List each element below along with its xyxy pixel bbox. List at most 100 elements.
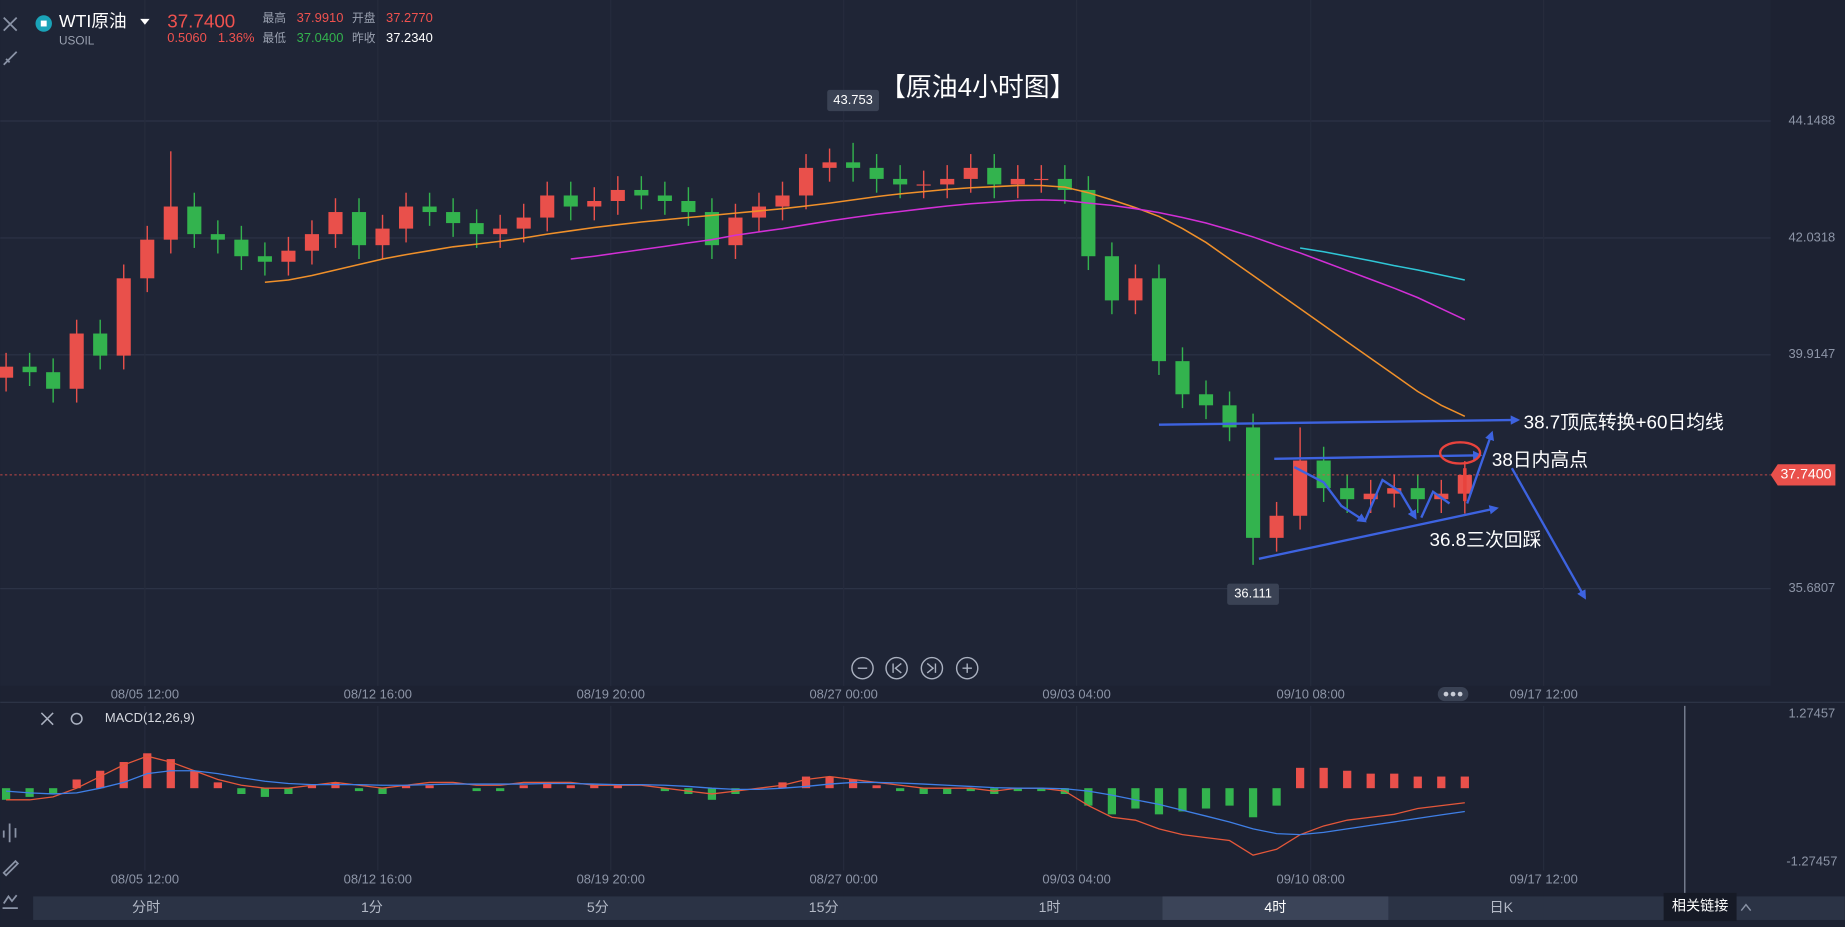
- indicator-line: [6, 755, 1465, 856]
- candle-body: [1175, 361, 1190, 395]
- x-tick-label: 08/05 12:00: [111, 871, 179, 886]
- zoom-out-button[interactable]: [851, 656, 874, 680]
- stat-value: 37.2770: [386, 10, 433, 25]
- histogram-bar: [801, 776, 811, 789]
- symbol-code: USOIL: [59, 34, 95, 47]
- tab[interactable]: 15分: [809, 899, 839, 915]
- histogram-bar: [496, 788, 505, 792]
- indicator-settings[interactable]: [70, 712, 83, 725]
- candle-body: [610, 189, 625, 202]
- tab[interactable]: 日K: [1490, 899, 1514, 915]
- indicator-icon[interactable]: [2, 823, 17, 843]
- stat-label: 最低: [263, 32, 287, 45]
- histogram-bar: [825, 776, 834, 789]
- zoom-in-button[interactable]: [955, 656, 979, 680]
- histogram-bar: [613, 785, 622, 789]
- candle-body: [187, 206, 202, 235]
- histogram-bar: [260, 788, 270, 797]
- scroll-left-button[interactable]: [885, 656, 908, 680]
- extreme-label: 36.111: [1234, 586, 1272, 601]
- candle-body: [634, 189, 649, 196]
- candle-body: [516, 217, 531, 229]
- zoom-controls: [851, 656, 979, 680]
- arrow: [1158, 415, 1521, 426]
- candle-body: [0, 366, 14, 378]
- arrow: [1510, 467, 1586, 600]
- candle-body: [1387, 488, 1402, 494]
- histogram-bar: [848, 779, 858, 789]
- x-tick-label: 08/12 16:00: [344, 871, 412, 886]
- tab[interactable]: 分时: [132, 899, 160, 915]
- indicator-line: [1300, 247, 1465, 281]
- histogram-bar: [1107, 788, 1117, 815]
- indicator-line: [6, 770, 1465, 836]
- histogram-bar: [966, 788, 975, 792]
- x-tick-label: 08/19 20:00: [577, 687, 645, 702]
- histogram-bar: [1296, 767, 1305, 789]
- candle-body: [1340, 488, 1355, 500]
- candle-body: [1269, 515, 1284, 538]
- annotation: 38日内高点: [1492, 449, 1588, 470]
- link-button-bg[interactable]: [1663, 892, 1737, 922]
- candle-body: [1293, 460, 1308, 516]
- histogram-bar: [1319, 767, 1328, 789]
- candle-body: [22, 366, 37, 373]
- histogram-bar: [543, 782, 552, 789]
- draw-icon[interactable]: [3, 51, 18, 66]
- histogram-bar: [1037, 788, 1046, 792]
- stat-value: 37.2340: [386, 30, 433, 45]
- candle-body: [728, 217, 743, 246]
- tab[interactable]: 1时: [1039, 899, 1061, 915]
- symbol-dropdown[interactable]: [140, 18, 150, 25]
- symbol-name[interactable]: WTI原油: [59, 11, 127, 31]
- y-tick-label: -1.27457: [1786, 854, 1837, 869]
- tab[interactable]: 1分: [361, 899, 383, 915]
- histogram-bar: [1154, 788, 1164, 815]
- stat-label: 开盘: [352, 11, 376, 25]
- indicator-line: [570, 199, 1466, 321]
- histogram-bar: [1084, 788, 1093, 806]
- histogram-bar: [519, 785, 528, 789]
- tab[interactable]: 5分: [587, 899, 609, 915]
- price-change: 0.5060: [167, 30, 207, 45]
- arrow: [1293, 465, 1367, 523]
- histogram-bar: [472, 788, 481, 792]
- candle-body: [1410, 488, 1425, 500]
- candle-body: [1128, 278, 1143, 301]
- tab[interactable]: 4时: [1264, 899, 1286, 915]
- candle-body: [422, 206, 437, 213]
- histogram-bar: [49, 788, 58, 795]
- arrow: [1274, 450, 1483, 461]
- histogram-bar: [896, 788, 905, 792]
- candle-body: [140, 239, 155, 279]
- annotation: 38.7顶底转换+60日均线: [1524, 411, 1724, 432]
- histogram-bar: [1413, 776, 1422, 789]
- candle-body: [916, 184, 931, 186]
- scroll-right-button[interactable]: [920, 656, 944, 680]
- histogram-bar: [1272, 788, 1281, 806]
- histogram-bar: [425, 785, 434, 789]
- candle-body: [446, 212, 461, 224]
- pen-icon[interactable]: [2, 859, 20, 877]
- extreme-label: 43.753: [833, 92, 873, 107]
- candle-body: [869, 167, 884, 179]
- histogram-bar: [1225, 788, 1234, 806]
- x-tick-label: 08/12 16:00: [344, 687, 412, 702]
- extreme-label-bg: [1227, 583, 1279, 605]
- close-indicator[interactable]: [40, 712, 54, 726]
- candle-body: [46, 372, 61, 389]
- y-tick-label: 44.1488: [1788, 112, 1835, 127]
- candle-body: [257, 256, 272, 262]
- expand-icon[interactable]: [1740, 903, 1752, 911]
- candle-body: [304, 234, 320, 251]
- y-tick-label: 39.9147: [1788, 346, 1835, 361]
- histogram-bar: [590, 785, 599, 789]
- candle-body: [1222, 405, 1237, 428]
- link-button[interactable]: 相关链接: [1672, 898, 1728, 914]
- histogram-bar: [1343, 770, 1352, 789]
- tab-bar: [33, 896, 1845, 920]
- chart-icon[interactable]: [2, 894, 18, 910]
- histogram-bar: [72, 779, 81, 789]
- close-icon[interactable]: [3, 17, 18, 32]
